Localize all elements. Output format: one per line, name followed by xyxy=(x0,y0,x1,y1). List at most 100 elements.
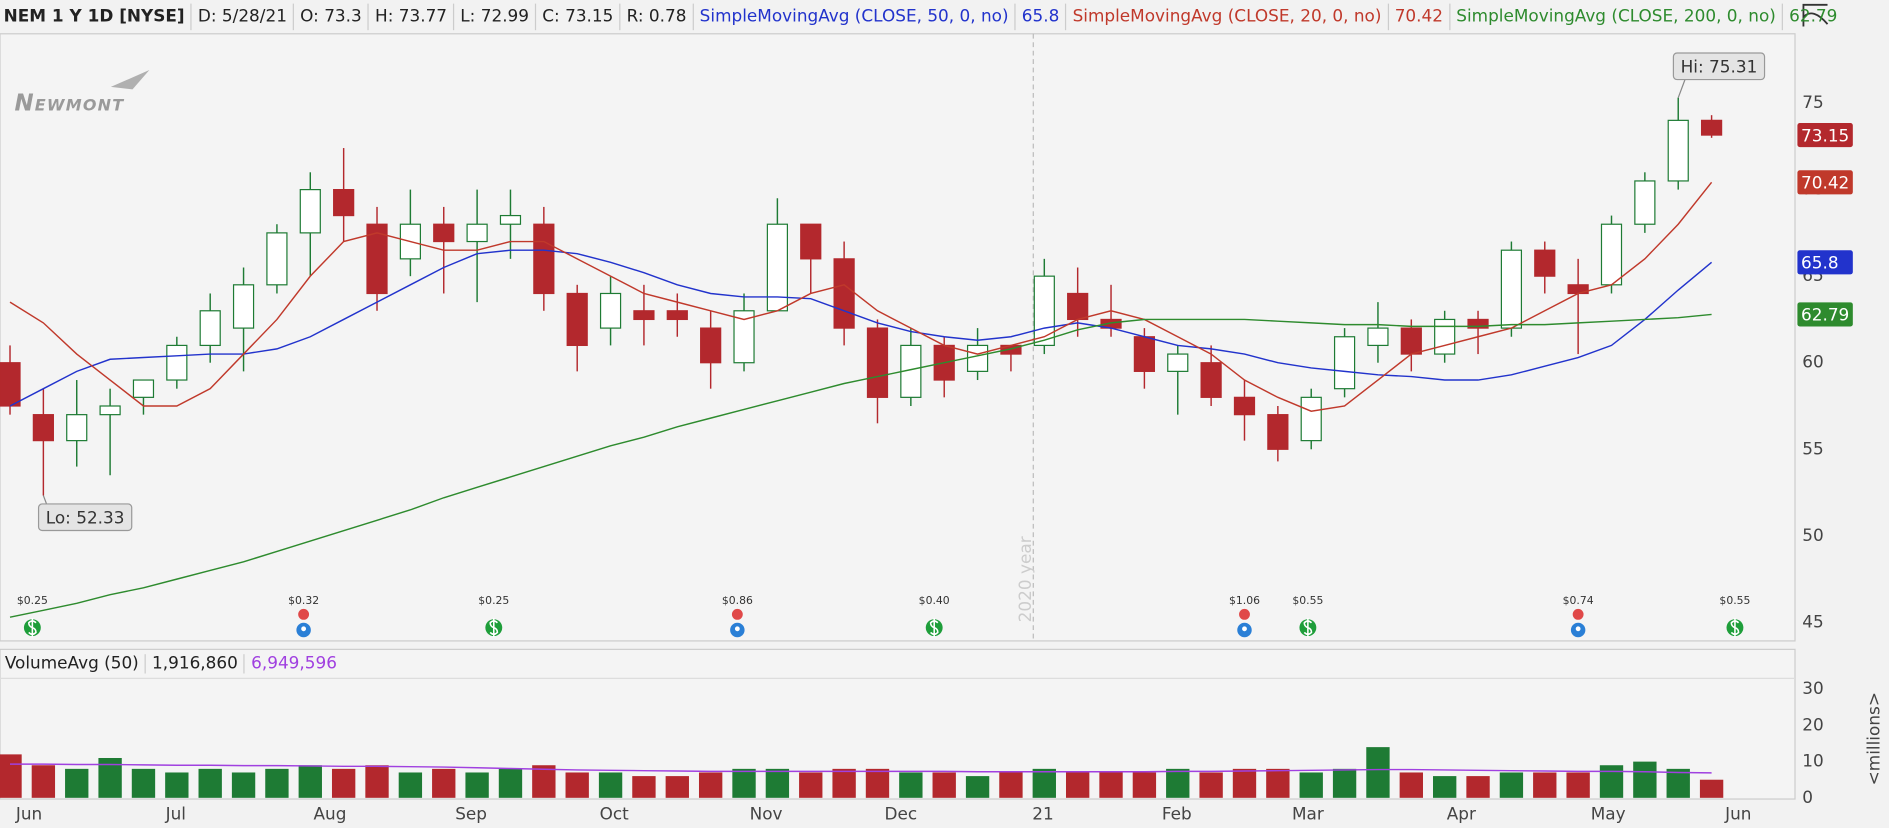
candle-body xyxy=(1534,249,1556,277)
dividend-glyph xyxy=(489,617,499,638)
dividend-glyph xyxy=(1730,617,1740,638)
y-tick-label: 60 xyxy=(1802,352,1823,372)
volume-bar xyxy=(1699,779,1724,798)
logo: Newmont xyxy=(14,90,124,116)
annotation-box xyxy=(1672,52,1766,81)
volume-bar xyxy=(1166,768,1190,798)
candle-body xyxy=(1067,292,1089,321)
volume-bar xyxy=(1666,768,1690,798)
series-legend: SimpleMovingAvg (CLOSE, 50, 0, no) xyxy=(692,3,1014,31)
candle-body xyxy=(700,327,722,364)
y-tick-label: 10 xyxy=(1802,751,1823,771)
candle-body xyxy=(333,188,355,217)
candle-body xyxy=(1300,396,1322,442)
earnings-glyph xyxy=(301,626,307,632)
volume-bar xyxy=(1533,772,1557,798)
y-tick-label: 20 xyxy=(1802,714,1823,734)
event-label: $0.25 xyxy=(17,594,48,607)
drawing-tool-icon[interactable] xyxy=(1802,3,1829,27)
dividend-glyph xyxy=(929,617,939,638)
high: H: 73.77 xyxy=(367,3,453,31)
candle-body xyxy=(599,292,622,329)
volume-bar xyxy=(1032,768,1056,798)
volume-bar xyxy=(1633,761,1657,798)
volume-bar xyxy=(698,772,723,798)
volume-bar xyxy=(298,765,322,798)
series-value: 62.79 xyxy=(1781,3,1844,31)
volume-bar xyxy=(498,768,523,798)
candle-body xyxy=(232,284,255,329)
x-tick-label: May xyxy=(1591,804,1626,824)
annotation: Hi: 75.31 xyxy=(1672,52,1766,81)
price-tag xyxy=(1797,123,1853,148)
annotation-label: Hi: 75.31 xyxy=(1681,56,1758,76)
candle-body xyxy=(1333,336,1356,390)
y-tick-label: 75 xyxy=(1802,92,1823,112)
candle-body xyxy=(299,188,321,234)
volume-bar xyxy=(999,772,1023,798)
volume-bar xyxy=(1199,772,1223,798)
volume-bar xyxy=(198,768,222,798)
moving-average-line xyxy=(9,249,1713,407)
annotation-box xyxy=(37,503,133,532)
volume-bar xyxy=(1566,772,1590,798)
candle-body xyxy=(1667,119,1689,182)
volume-average-line xyxy=(10,763,1712,774)
x-tick-label: Feb xyxy=(1162,804,1192,824)
candle-body xyxy=(1133,336,1156,372)
x-tick-label: Nov xyxy=(750,804,783,824)
dividend-glyph xyxy=(1303,617,1313,638)
y-tick-label: 30 xyxy=(1802,678,1823,698)
volume-bar xyxy=(932,772,956,798)
last-volume: 1,916,860 xyxy=(144,654,244,674)
volume-bar xyxy=(0,754,22,798)
dividend-glyph xyxy=(27,617,37,638)
series-legend: SimpleMovingAvg (CLOSE, 200, 0, no) xyxy=(1449,3,1782,31)
volume-bar xyxy=(899,772,923,798)
earnings-icon-top xyxy=(298,608,310,620)
y-tick-label: 55 xyxy=(1802,438,1823,458)
event-label: $0.25 xyxy=(478,594,509,607)
price-tag-label: 73.15 xyxy=(1801,125,1849,145)
volume-bar xyxy=(865,768,890,798)
earnings-glyph xyxy=(734,626,740,632)
candle-body xyxy=(1367,327,1389,347)
candle-body xyxy=(366,223,388,295)
series-value: 65.8 xyxy=(1014,3,1066,31)
candle-body xyxy=(866,327,889,398)
x-tick-label: Mar xyxy=(1292,804,1324,824)
candle-body xyxy=(566,292,588,347)
price-tag-label: 62.79 xyxy=(1801,305,1849,325)
volume-bar xyxy=(31,765,56,798)
chart-header: NEM 1 Y 1D [NYSE] D: 5/28/21 O: 73.3 H: … xyxy=(0,0,1843,34)
volume-bar xyxy=(665,776,689,798)
moving-average-line xyxy=(9,313,1712,618)
y-tick-label: 50 xyxy=(1802,525,1823,545)
close: C: 73.15 xyxy=(535,3,619,31)
x-tick-label: Dec xyxy=(885,804,918,824)
annotation: Lo: 52.33 xyxy=(37,503,133,532)
event-label: $0.55 xyxy=(1292,594,1323,607)
volume-header: VolumeAvg (50) 1,916,860 6,949,596 xyxy=(0,649,343,678)
candle-body xyxy=(1500,249,1523,329)
candle-body xyxy=(1634,180,1656,225)
x-tick-label: Jun xyxy=(1724,804,1751,824)
volume-bar xyxy=(1466,776,1490,798)
volume-bar xyxy=(1132,772,1157,798)
last-average: 6,949,596 xyxy=(243,654,343,674)
volume-bar xyxy=(1599,765,1624,798)
price-tag xyxy=(1797,302,1853,327)
candle-body xyxy=(32,414,54,442)
candle-body xyxy=(966,344,989,372)
x-tick-label: Oct xyxy=(600,804,630,824)
event-label: $0.86 xyxy=(722,594,753,607)
range: R: 0.78 xyxy=(619,3,692,31)
event-label: $0.55 xyxy=(1719,594,1750,607)
volume-bar xyxy=(732,768,756,798)
candle-body xyxy=(800,223,822,260)
x-tick-label: Apr xyxy=(1447,804,1476,824)
volume-bar xyxy=(1499,772,1524,798)
series-legend: SimpleMovingAvg (CLOSE, 20, 0, no) xyxy=(1065,3,1387,31)
candle-body xyxy=(1233,396,1256,416)
volume-bar xyxy=(1299,772,1323,798)
